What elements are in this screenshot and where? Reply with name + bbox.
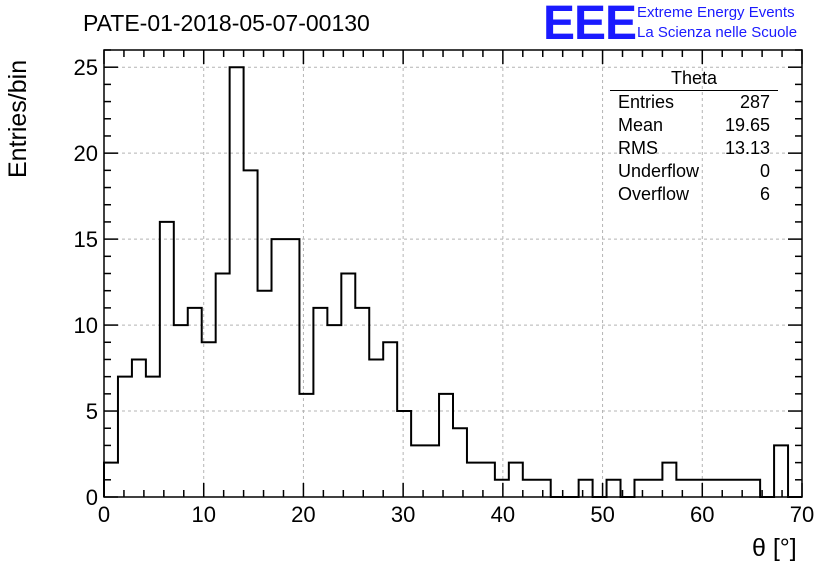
stats-box: Theta Entries 287 Mean 19.65 RMS 13.13 U… bbox=[610, 68, 778, 206]
stats-row-mean: Mean 19.65 bbox=[610, 114, 778, 137]
histogram-bin bbox=[607, 480, 621, 497]
histogram-bin bbox=[397, 411, 411, 497]
histogram-bin bbox=[537, 480, 551, 497]
x-tick-label: 70 bbox=[790, 502, 814, 527]
stats-value: 13.13 bbox=[724, 138, 770, 158]
histogram-bin bbox=[160, 222, 174, 497]
y-axis-label: Entries/bin bbox=[4, 59, 32, 178]
stats-value: 6 bbox=[759, 184, 770, 204]
histogram-bin bbox=[341, 274, 355, 498]
x-tick-label: 0 bbox=[98, 502, 110, 527]
stats-row-entries: Entries 287 bbox=[610, 91, 778, 114]
histogram-bin bbox=[509, 463, 523, 497]
stats-row-overflow: Overflow 6 bbox=[610, 183, 778, 206]
histogram-bin bbox=[467, 463, 481, 497]
histogram-bin bbox=[146, 377, 160, 497]
plot-title: PATE-01-2018-05-07-00130 bbox=[83, 10, 370, 36]
y-tick-label: 20 bbox=[74, 141, 98, 166]
histogram-bin bbox=[188, 308, 202, 497]
y-tick-label: 15 bbox=[74, 227, 98, 252]
histogram-bin bbox=[244, 170, 258, 497]
histogram-bin bbox=[355, 308, 369, 497]
histogram bbox=[103, 66, 802, 498]
stats-value: 0 bbox=[759, 161, 770, 181]
stats-title: Theta bbox=[610, 68, 778, 91]
y-tick-label: 10 bbox=[74, 313, 98, 338]
histogram-bin bbox=[327, 325, 341, 497]
stats-label: Underflow bbox=[618, 161, 700, 181]
histogram-bin bbox=[495, 480, 509, 497]
histogram-bin bbox=[523, 480, 537, 497]
logo-line-1: Extreme Energy Events bbox=[637, 4, 795, 21]
histogram-bin bbox=[732, 480, 746, 497]
y-tick-label: 5 bbox=[86, 399, 98, 424]
stats-label: Mean bbox=[618, 115, 664, 135]
histogram-bin bbox=[579, 480, 593, 497]
histogram-bin bbox=[746, 480, 760, 497]
stats-label: RMS bbox=[618, 138, 658, 158]
histogram-bin bbox=[202, 342, 216, 497]
histogram-bin bbox=[369, 359, 383, 497]
histogram-bin bbox=[411, 445, 425, 497]
stats-label: Entries bbox=[618, 92, 675, 112]
stats-label: Overflow bbox=[618, 184, 690, 204]
x-axis-label: θ [°] bbox=[752, 534, 797, 562]
x-tick-label: 30 bbox=[391, 502, 415, 527]
histogram-bin bbox=[174, 325, 188, 497]
histogram-bin bbox=[272, 239, 286, 497]
histogram-bin bbox=[383, 342, 397, 497]
x-tick-label: 20 bbox=[291, 502, 315, 527]
stats-row-underflow: Underflow 0 bbox=[610, 160, 778, 183]
y-tick-label: 25 bbox=[74, 55, 98, 80]
histogram-bin bbox=[230, 67, 244, 497]
histogram-bin bbox=[313, 308, 327, 497]
stats-value: 19.65 bbox=[724, 115, 770, 135]
histogram-bin bbox=[453, 428, 467, 497]
logo-caption: Extreme Energy Events La Scienza nelle S… bbox=[637, 3, 797, 43]
x-tick-label: 50 bbox=[590, 502, 614, 527]
histogram-bin bbox=[216, 274, 230, 498]
x-tick-label: 10 bbox=[191, 502, 215, 527]
histogram-outline bbox=[103, 66, 802, 498]
logo-line-2: La Scienza nelle Scuole bbox=[637, 24, 798, 41]
histogram-bin bbox=[634, 480, 648, 497]
histogram-bin bbox=[439, 394, 453, 497]
y-tick-label: 0 bbox=[86, 485, 98, 510]
histogram-bin bbox=[648, 480, 662, 497]
stats-value: 287 bbox=[739, 92, 770, 112]
histogram-bin bbox=[258, 291, 272, 497]
histogram-bin bbox=[676, 480, 690, 497]
axis-ticks bbox=[103, 49, 803, 498]
x-tick-label: 40 bbox=[491, 502, 515, 527]
histogram-bin bbox=[118, 377, 132, 497]
histogram-bin bbox=[299, 394, 313, 497]
eee-logo: EEE bbox=[543, 0, 637, 50]
x-tick-label: 60 bbox=[690, 502, 714, 527]
histogram-bin bbox=[774, 445, 788, 497]
histogram-bin bbox=[425, 445, 439, 497]
histogram-bin bbox=[662, 463, 676, 497]
histogram-bin bbox=[704, 480, 718, 497]
histogram-bin bbox=[285, 239, 299, 497]
stats-row-rms: RMS 13.13 bbox=[610, 137, 778, 160]
histogram-bin bbox=[718, 480, 732, 497]
histogram-bin bbox=[132, 359, 146, 497]
